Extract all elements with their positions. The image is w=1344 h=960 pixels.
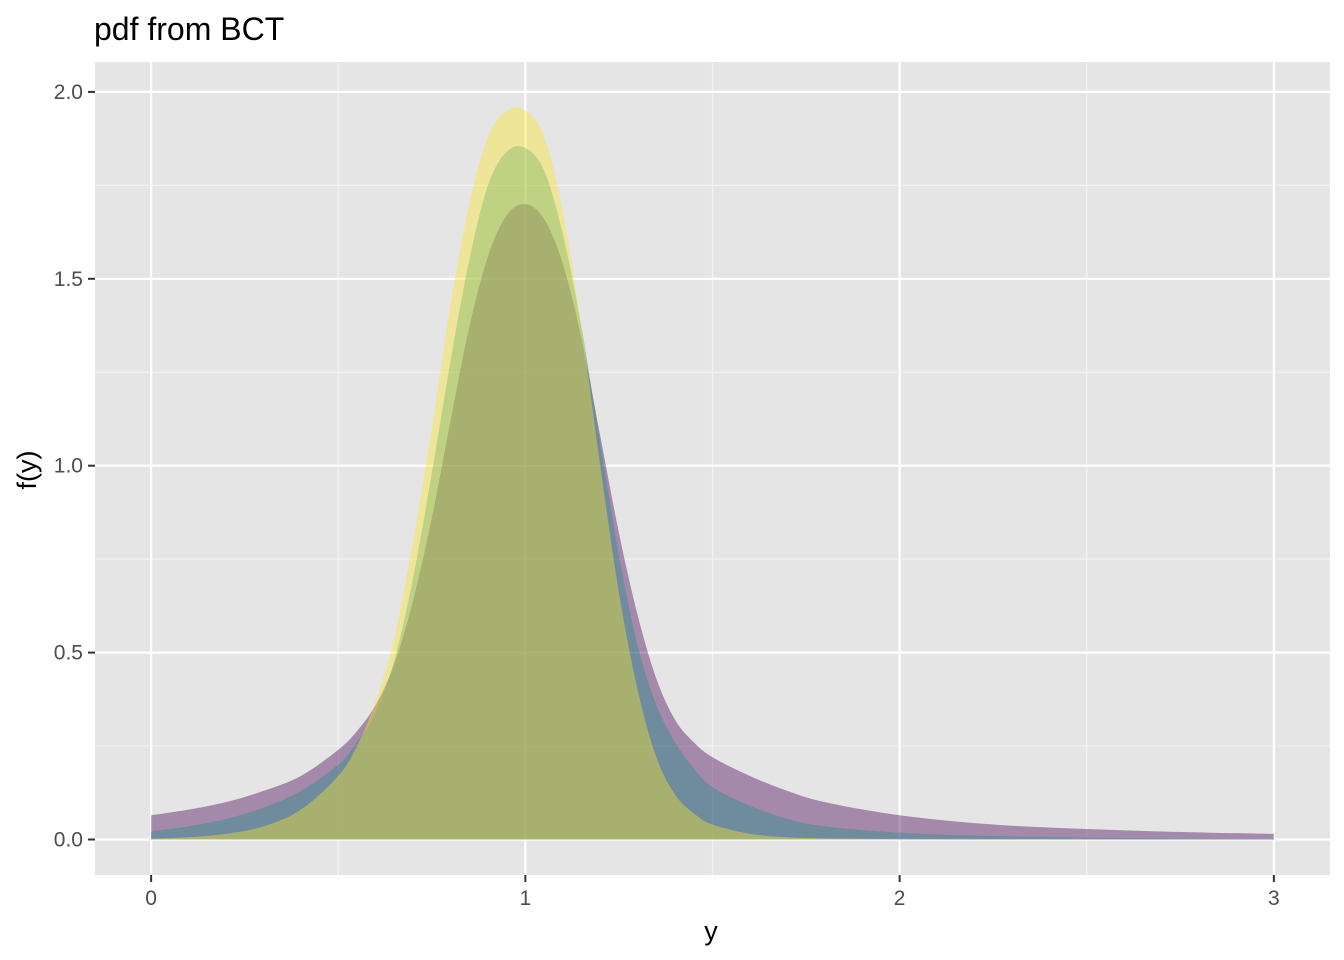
x-axis-title: y: [704, 916, 718, 946]
axes: 0 1 2 3 0.0 0.5 1.0 1.5 2.0: [54, 81, 1280, 910]
x-tick-label: 0: [145, 887, 157, 910]
y-tick-label: 0.0: [54, 828, 83, 851]
chart-title: pdf from BCT: [94, 11, 284, 47]
x-tick-label: 3: [1268, 887, 1280, 910]
y-tick-label: 2.0: [54, 81, 83, 104]
major-gridlines: [95, 62, 1330, 875]
density-area-2: [151, 146, 1274, 840]
y-tick-label: 1.0: [54, 455, 83, 478]
minor-gridlines: [95, 62, 1330, 875]
x-tick-label: 1: [520, 887, 532, 910]
x-tick-label: 2: [894, 887, 906, 910]
y-axis-title: f(y): [12, 451, 42, 490]
y-tick-label: 0.5: [54, 642, 83, 665]
density-areas: [151, 107, 1274, 840]
density-area-1: [151, 203, 1274, 840]
density-area-3: [151, 107, 1274, 840]
y-tick-label: 1.5: [54, 268, 83, 291]
